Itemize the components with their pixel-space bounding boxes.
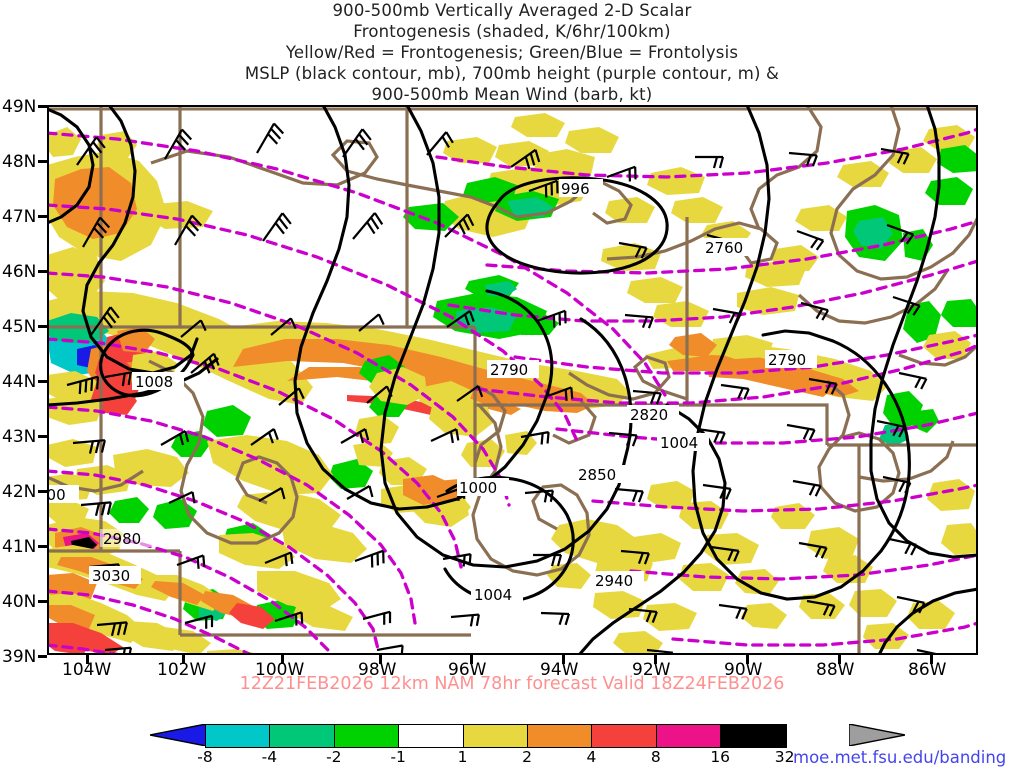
y-tick-39N — [38, 655, 47, 658]
height-label-2980: 2980 — [103, 530, 141, 548]
title-line-1: 900-500mb Vertically Averaged 2-D Scalar — [332, 1, 692, 20]
x-label-86W: 86W — [908, 660, 947, 680]
colorbar-tick--2: -2 — [326, 748, 342, 766]
contour-label-1000: 1000 — [459, 479, 497, 497]
height-label-2790b: 2790 — [768, 351, 806, 369]
y-tick-41N — [38, 545, 47, 548]
colorbar-tick-2: 2 — [522, 748, 532, 766]
y-tick-44N — [38, 380, 47, 383]
y-tick-48N — [38, 160, 47, 163]
wind-barbs — [66, 122, 944, 655]
colorbar-tick--4: -4 — [261, 748, 278, 766]
title-line-2: Frontogenesis (shaded, K/6hr/100km) — [353, 22, 671, 41]
colorbar-cell-5 — [527, 725, 593, 747]
y-tick-43N — [38, 435, 47, 438]
map-canvas: 996 1008 1000 1004 1004 2760 2790 2790 2… — [47, 105, 978, 655]
colorbar-cell-2 — [334, 725, 400, 747]
contour-label-996: 996 — [561, 180, 590, 198]
title-line-4: MSLP (black contour, mb), 700mb height (… — [244, 64, 780, 83]
colorbar-tick--1: -1 — [390, 748, 406, 766]
y-tick-42N — [38, 490, 47, 493]
x-label-94W: 94W — [540, 660, 579, 680]
colorbar-cell-1 — [270, 725, 335, 747]
y-label-39N: 39N — [2, 647, 37, 667]
colorbar-over-arrow — [849, 724, 905, 746]
colorbar-cell-0 — [206, 725, 271, 747]
height-label-3000: 000 — [47, 486, 66, 504]
colorbar-tick--8: -8 — [197, 748, 213, 766]
x-label-88W: 88W — [816, 660, 855, 680]
x-tick-96W — [470, 655, 473, 664]
y-label-44N: 44N — [2, 372, 37, 392]
colorbar-tick-4: 4 — [586, 748, 597, 766]
colorbar-tick-16: 16 — [710, 748, 731, 766]
y-label-40N: 40N — [2, 592, 37, 612]
y-label-46N: 46N — [2, 262, 37, 282]
colorbar-cell-3 — [399, 725, 464, 747]
x-tick-92W — [654, 655, 657, 664]
x-tick-86W — [930, 655, 933, 664]
title-line-5: 900-500mb Mean Wind (barb, kt) — [371, 85, 653, 104]
x-label-102W: 102W — [157, 660, 207, 680]
x-tick-100W — [281, 655, 284, 664]
contour-label-1004a: 1004 — [660, 434, 698, 452]
height-label-3030: 3030 — [92, 567, 130, 585]
mslp-contours — [47, 105, 978, 655]
x-tick-88W — [838, 655, 841, 664]
x-label-96W: 96W — [448, 660, 487, 680]
x-label-90W: 90W — [724, 660, 763, 680]
colorbar-tick-32: 32 — [774, 748, 795, 766]
y-label-48N: 48N — [2, 152, 37, 172]
colorbar-under-arrow — [150, 724, 206, 746]
y-label-49N: 49N — [2, 97, 37, 117]
contour-labels: 996 1008 1000 1004 1004 2760 2790 2790 2… — [47, 179, 817, 604]
x-label-92W: 92W — [632, 660, 671, 680]
x-tick-90W — [746, 655, 749, 664]
colorbar-cells — [205, 724, 787, 748]
y-label-43N: 43N — [2, 427, 37, 447]
x-tick-94W — [562, 655, 565, 664]
height-label-2850: 2850 — [578, 466, 616, 484]
x-label-98W: 98W — [358, 660, 397, 680]
height-label-2760: 2760 — [705, 239, 743, 257]
x-label-104W: 104W — [62, 660, 112, 680]
x-label-100W: 100W — [255, 660, 305, 680]
y-tick-40N — [38, 600, 47, 603]
forecast-caption: 12Z21FEB2026 12km NAM 78hr forecast Vali… — [239, 674, 785, 694]
height-label-2820: 2820 — [630, 406, 668, 424]
source-watermark[interactable]: moe.met.fsu.edu/banding — [793, 748, 1007, 767]
title-line-3: Yellow/Red = Frontogenesis; Green/Blue =… — [285, 43, 739, 62]
y-tick-45N — [38, 325, 47, 328]
y-label-47N: 47N — [2, 207, 37, 227]
contour-label-1004b: 1004 — [474, 586, 512, 604]
height-label-2790a: 2790 — [490, 361, 528, 379]
height-label-2940: 2940 — [595, 572, 633, 590]
y-tick-46N — [38, 270, 47, 273]
colorbar: -8 -4 -2 -1 1 2 4 8 16 32 — [150, 724, 905, 768]
colorbar-tick-8: 8 — [650, 748, 661, 766]
x-tick-102W — [182, 655, 185, 664]
colorbar-cell-8 — [721, 725, 786, 747]
chart-title-block: 900-500mb Vertically Averaged 2-D Scalar… — [0, 0, 1024, 104]
colorbar-cell-6 — [592, 725, 657, 747]
colorbar-tick-1: 1 — [457, 748, 468, 766]
y-label-41N: 41N — [2, 537, 37, 557]
x-tick-104W — [86, 655, 89, 664]
y-label-42N: 42N — [2, 482, 37, 502]
y-label-45N: 45N — [2, 317, 37, 337]
contour-label-1008: 1008 — [135, 373, 173, 391]
colorbar-cell-7 — [656, 725, 722, 747]
weather-map-plot: 996 1008 1000 1004 1004 2760 2790 2790 2… — [47, 105, 978, 655]
colorbar-cell-4 — [463, 725, 528, 747]
y-tick-49N — [38, 105, 47, 108]
y-tick-47N — [38, 215, 47, 218]
x-tick-98W — [379, 655, 382, 664]
height-contours-700mb — [47, 127, 978, 655]
